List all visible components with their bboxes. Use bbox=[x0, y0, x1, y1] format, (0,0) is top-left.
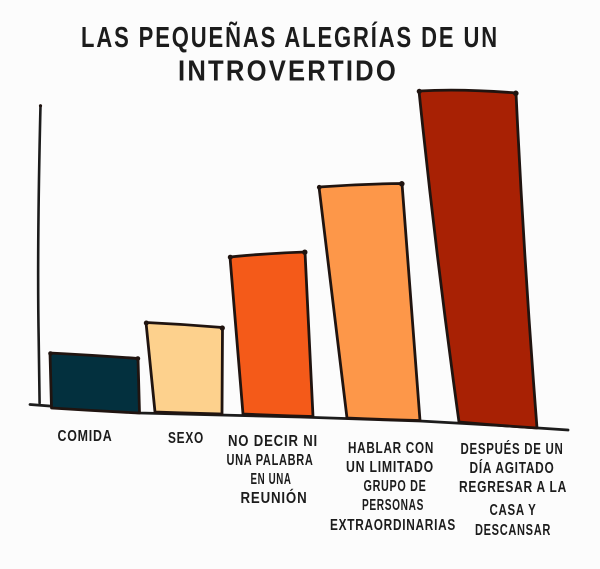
svg-text:UN LIMITADO: UN LIMITADO bbox=[346, 459, 434, 476]
svg-text:DÍA AGITADO: DÍA AGITADO bbox=[470, 458, 555, 477]
svg-text:DESPUÉS DE UN: DESPUÉS DE UN bbox=[461, 439, 564, 458]
svg-text:HABLAR CON: HABLAR CON bbox=[348, 440, 434, 457]
svg-text:EN UNA: EN UNA bbox=[251, 471, 292, 488]
svg-text:EXTRAORDINARIAS: EXTRAORDINARIAS bbox=[330, 517, 456, 534]
svg-text:GRUPO DE: GRUPO DE bbox=[364, 478, 427, 495]
svg-text:REUNIÓN: REUNIÓN bbox=[241, 488, 308, 507]
svg-text:INTROVERTIDO: INTROVERTIDO bbox=[178, 56, 398, 88]
svg-text:LAS PEQUEÑAS ALEGRÍAS DE UN: LAS PEQUEÑAS ALEGRÍAS DE UN bbox=[81, 20, 499, 54]
svg-text:UNA PALABRA: UNA PALABRA bbox=[227, 452, 314, 469]
svg-text:DESCANSAR: DESCANSAR bbox=[475, 522, 551, 539]
svg-text:PERSONAS: PERSONAS bbox=[362, 497, 424, 514]
svg-text:REGRESAR A LA: REGRESAR A LA bbox=[459, 479, 567, 496]
svg-text:NO DECIR NI: NO DECIR NI bbox=[228, 433, 318, 450]
svg-text:SEXO: SEXO bbox=[168, 430, 204, 447]
svg-text:CASA Y: CASA Y bbox=[490, 502, 537, 519]
svg-text:COMIDA: COMIDA bbox=[58, 428, 113, 445]
